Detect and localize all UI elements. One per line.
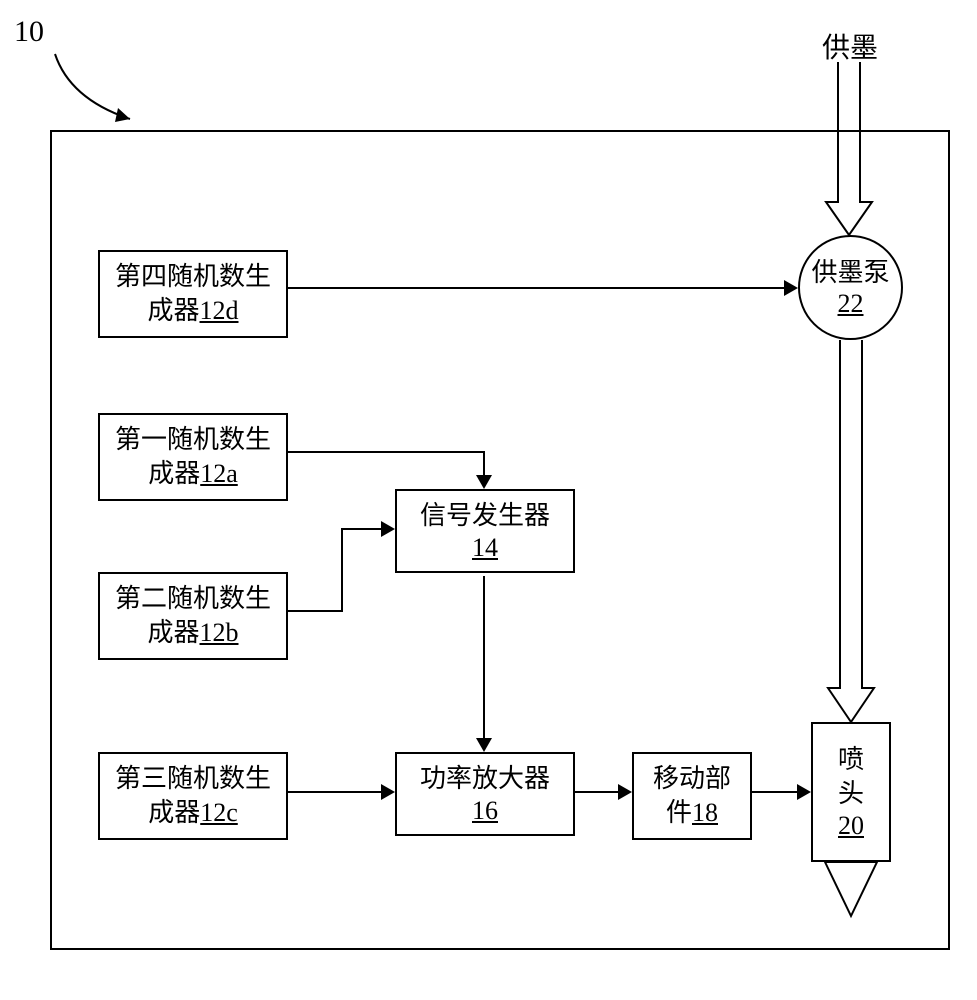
arrow-head-icon bbox=[476, 738, 492, 752]
node-power-amplifier: 功率放大器 16 bbox=[395, 752, 575, 836]
edge-12d-22 bbox=[288, 287, 786, 289]
node-label: 喷 bbox=[838, 743, 864, 777]
node-id: 22 bbox=[838, 289, 864, 319]
node-id: 20 bbox=[838, 811, 864, 841]
node-moving-part: 移动部 件18 bbox=[632, 752, 752, 840]
node-label: 供墨泵 bbox=[811, 256, 889, 290]
node-label: 移动部 件18 bbox=[653, 762, 731, 830]
node-rng-1: 第一随机数生 成器12a bbox=[98, 413, 288, 501]
arrow-head-icon bbox=[476, 475, 492, 489]
node-signal-generator: 信号发生器 14 bbox=[395, 489, 575, 573]
node-rng-4: 第四随机数生 成器12d bbox=[98, 250, 288, 338]
edge-12a-14-h bbox=[288, 451, 485, 453]
node-label: 第四随机数生 成器12d bbox=[115, 260, 271, 328]
node-nozzle: 喷 头 20 bbox=[811, 722, 891, 862]
node-id: 16 bbox=[472, 796, 498, 826]
node-label-2: 头 bbox=[838, 777, 864, 811]
diagram-id-label: 10 bbox=[14, 15, 44, 49]
arrow-head-icon bbox=[381, 784, 395, 800]
pointer-arrow-to-container bbox=[45, 44, 155, 134]
edge-14-16 bbox=[483, 576, 485, 740]
edge-12b-14-h1 bbox=[288, 610, 343, 612]
node-label: 第三随机数生 成器12c bbox=[115, 762, 271, 830]
edge-12b-14-v bbox=[341, 528, 343, 612]
edge-18-20 bbox=[752, 791, 799, 793]
node-label: 第一随机数生 成器12a bbox=[115, 423, 271, 491]
diagram-container: 供墨泵 22 第四随机数生 成器12d 第一随机数生 成器12a 第二随机数生 … bbox=[50, 130, 950, 950]
arrow-head-icon bbox=[784, 280, 798, 296]
hollow-arrow-nozzle-output bbox=[823, 860, 879, 920]
ink-supply-label: 供墨 bbox=[822, 26, 878, 66]
arrow-head-icon bbox=[381, 521, 395, 537]
edge-12a-14-v bbox=[483, 451, 485, 477]
hollow-arrow-pump-to-nozzle bbox=[826, 340, 876, 724]
node-ink-pump: 供墨泵 22 bbox=[798, 235, 903, 340]
node-label: 信号发生器 bbox=[420, 499, 550, 533]
node-rng-2: 第二随机数生 成器12b bbox=[98, 572, 288, 660]
edge-12b-14-h2 bbox=[341, 528, 383, 530]
node-id: 14 bbox=[472, 533, 498, 563]
edge-16-18 bbox=[575, 791, 620, 793]
node-label: 功率放大器 bbox=[420, 762, 550, 796]
arrow-head-icon bbox=[618, 784, 632, 800]
edge-12c-16 bbox=[288, 791, 383, 793]
node-label: 第二随机数生 成器12b bbox=[115, 582, 271, 650]
node-rng-3: 第三随机数生 成器12c bbox=[98, 752, 288, 840]
arrow-head-icon bbox=[797, 784, 811, 800]
